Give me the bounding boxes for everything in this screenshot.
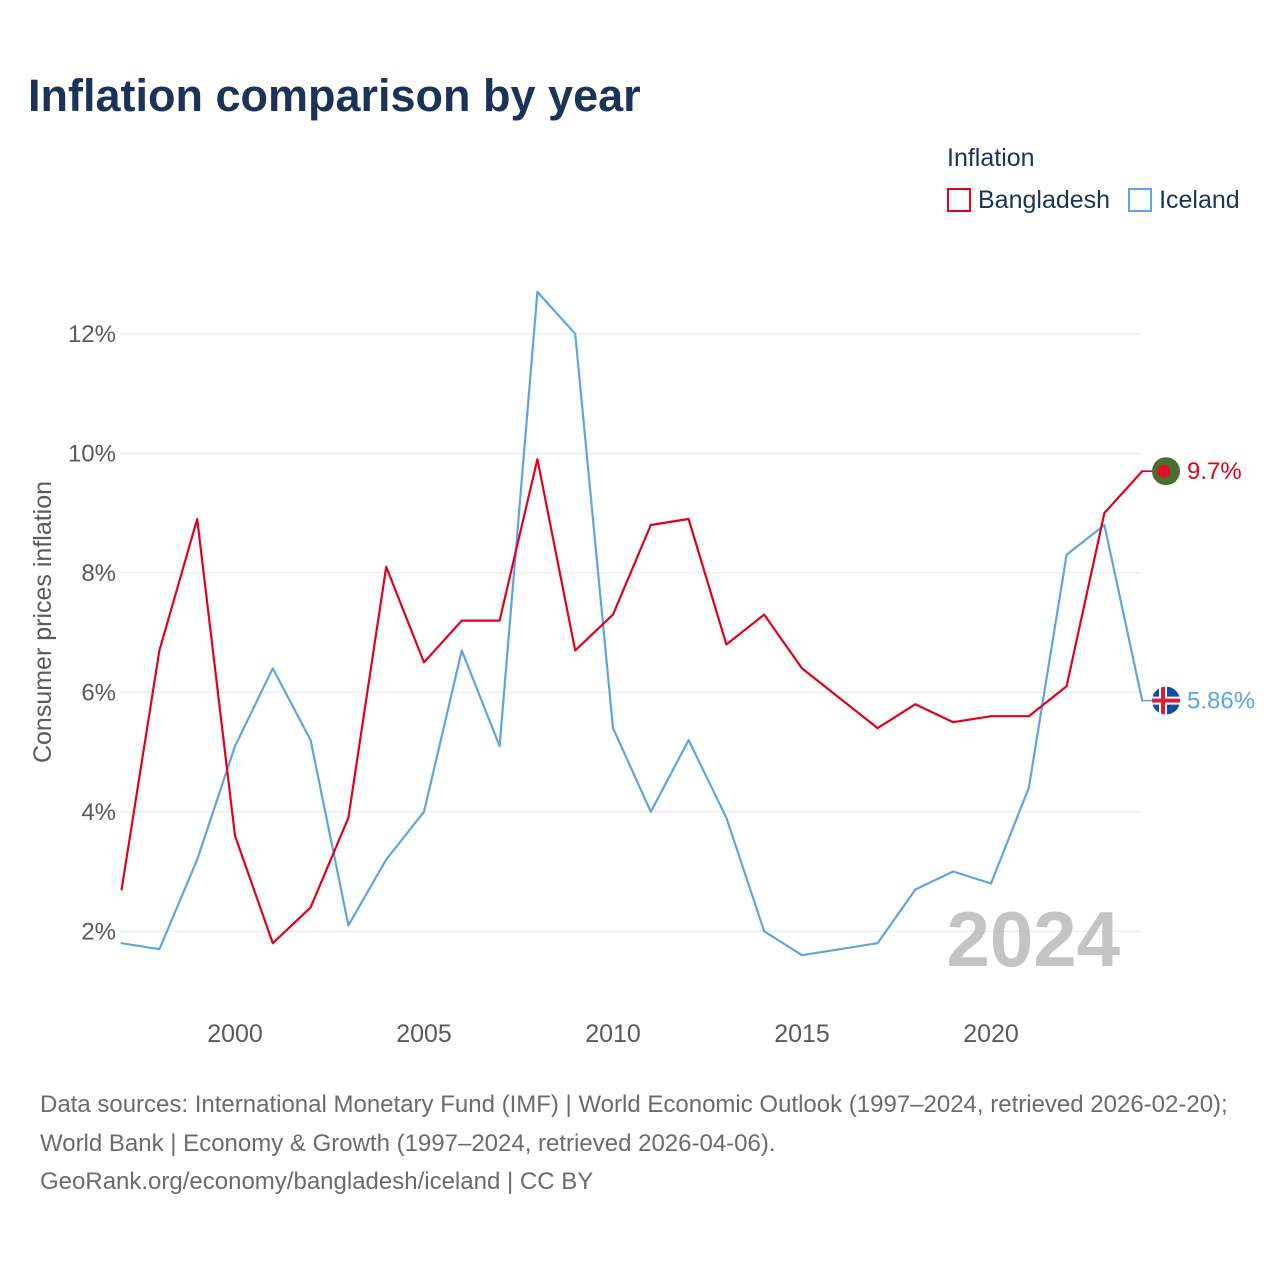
gridlines [120,333,1141,932]
y-tick-label-12: 12% [68,321,116,348]
y-tick-label-4: 4% [81,799,116,826]
y-tick-label-6: 6% [81,679,116,706]
bangladesh-point-2007[interactable] [495,616,505,626]
bangladesh-point-2009[interactable] [570,646,580,656]
bangladesh-end-label: 9.7% [1187,458,1242,485]
bangladesh-point-2015[interactable] [797,663,807,673]
legend-label-iceland: Iceland [1159,185,1240,214]
iceland-point-2000[interactable] [230,741,240,751]
x-tick-label-2000: 2000 [207,1020,263,1048]
y-tick-label-2: 2% [81,918,116,945]
bangladesh-point-2022[interactable] [1062,681,1072,691]
bangladesh-point-1997[interactable] [117,885,127,895]
iceland-point-2004[interactable] [381,855,391,865]
bangladesh-point-2023[interactable] [1099,508,1109,518]
flag-cross-red-horizontal [1152,698,1180,703]
iceland-point-2008[interactable] [532,287,542,297]
legend: Inflation Bangladesh Iceland [947,142,1240,216]
y-tick-label-10: 10% [68,440,116,467]
bangladesh-point-2018[interactable] [910,699,920,709]
iceland-series [117,287,1144,960]
bangladesh-point-2019[interactable] [948,717,958,727]
legend-item-iceland[interactable]: Iceland [1128,186,1240,215]
bangladesh-line[interactable] [120,458,1144,945]
y-axis: 2% 4% 6% 8% 10% 12% [68,321,116,946]
bangladesh-series [117,454,1144,948]
iceland-point-1998[interactable] [154,944,164,954]
bangladesh-point-2020[interactable] [986,711,996,721]
iceland-point-1999[interactable] [192,855,202,865]
bangladesh-point-2005[interactable] [419,657,429,667]
x-tick-label-2015: 2015 [774,1020,830,1048]
bangladesh-point-2008[interactable] [532,454,542,464]
attribution: GeoRank.org/economy/bangladesh/iceland |… [40,1168,594,1195]
iceland-point-2009[interactable] [570,329,580,339]
bangladesh-point-2001[interactable] [268,938,278,948]
bangladesh-flag-icon [1152,457,1180,486]
bangladesh-point-2004[interactable] [381,562,391,572]
legend-items: Bangladesh Iceland [947,184,1240,216]
legend-swatch-bangladesh [947,188,971,212]
iceland-point-2015[interactable] [797,950,807,960]
bangladesh-point-2010[interactable] [608,610,618,620]
iceland-point-2005[interactable] [419,807,429,817]
iceland-point-2011[interactable] [646,807,656,817]
bangladesh-point-2000[interactable] [230,831,240,841]
bangladesh-point-1998[interactable] [154,646,164,656]
iceland-point-2006[interactable] [457,646,467,656]
iceland-point-2016[interactable] [835,944,845,954]
iceland-flag-field [1152,686,1180,715]
legend-swatch-iceland [1128,188,1153,212]
bangladesh-point-2014[interactable] [759,610,769,620]
page-title: Inflation comparison by year [28,70,641,121]
iceland-point-2014[interactable] [759,926,769,936]
legend-title: Inflation [947,144,1035,172]
data-sources: Data sources: International Monetary Fun… [40,1091,1228,1157]
bangladesh-point-2013[interactable] [721,640,731,650]
year-watermark: 2024 [946,895,1120,983]
iceland-point-2001[interactable] [268,663,278,673]
x-tick-label-2020: 2020 [963,1020,1019,1048]
bangladesh-point-2021[interactable] [1024,711,1034,721]
iceland-point-2020[interactable] [986,879,996,889]
bangladesh-point-2011[interactable] [646,520,656,530]
bangladesh-point-1999[interactable] [192,514,202,524]
legend-item-bangladesh[interactable]: Bangladesh [947,186,1110,215]
iceland-point-2022[interactable] [1062,550,1072,560]
x-axis: 2000 2005 2010 2015 2020 [207,1020,1019,1048]
y-axis-label: Consumer prices inflation [29,481,57,763]
legend-label-bangladesh: Bangladesh [978,185,1111,214]
flag-disc [1157,464,1170,478]
iceland-point-2021[interactable] [1024,783,1034,793]
x-tick-label-2005: 2005 [396,1020,452,1048]
iceland-point-2002[interactable] [306,735,316,745]
bangladesh-point-2006[interactable] [457,616,467,626]
bangladesh-point-2012[interactable] [684,514,694,524]
iceland-point-2019[interactable] [948,867,958,877]
iceland-point-2017[interactable] [873,938,883,948]
bangladesh-point-2017[interactable] [873,723,883,733]
footer: Data sources: International Monetary Fun… [40,1086,1245,1202]
y-tick-label-8: 8% [81,560,116,587]
bangladesh-point-2002[interactable] [306,902,316,912]
iceland-flag-icon [1152,686,1180,715]
bangladesh-point-2016[interactable] [835,693,845,703]
end-markers: 5.86% 9.7% [1142,457,1255,715]
x-tick-label-2010: 2010 [585,1020,641,1048]
iceland-point-2012[interactable] [684,735,694,745]
iceland-point-2013[interactable] [721,813,731,823]
iceland-point-2010[interactable] [608,723,618,733]
series-lines [117,287,1144,960]
iceland-point-2018[interactable] [910,885,920,895]
iceland-line[interactable] [120,290,1144,957]
iceland-point-1997[interactable] [117,938,127,948]
iceland-point-2003[interactable] [343,920,353,930]
iceland-end-label: 5.86% [1187,688,1255,715]
bangladesh-point-2003[interactable] [343,813,353,823]
iceland-point-2007[interactable] [495,741,505,751]
